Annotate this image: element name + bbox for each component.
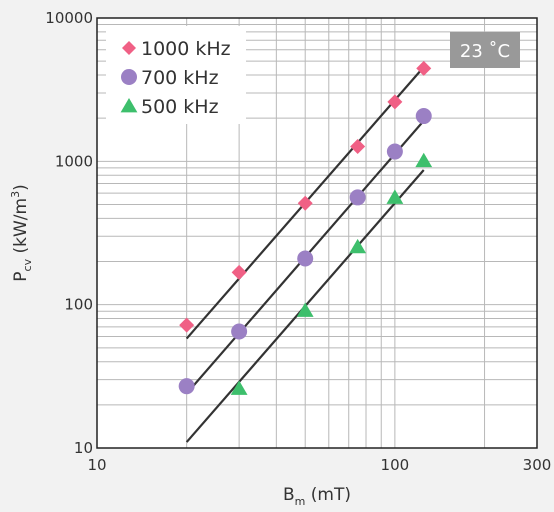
x-tick-label: 300: [523, 456, 552, 474]
y-axis-label-main: P: [11, 271, 31, 281]
plot-frame: [96, 17, 538, 449]
legend-marker-500-khz: [120, 98, 138, 113]
y-axis-label-post: ): [11, 184, 31, 191]
tick-labels: 10 100 300 10 100 1000 10000: [45, 9, 551, 474]
x-axis-label-main: B: [283, 485, 295, 505]
data-point-500-khz: [386, 189, 404, 204]
legend: 1000 kHz 700 kHz 500 kHz: [106, 26, 246, 124]
temperature-label: 23 ˚C: [460, 41, 510, 62]
data-point-500-khz: [230, 380, 248, 395]
grid: [97, 18, 537, 448]
x-tick-label: 100: [381, 456, 410, 474]
legend-marker-700-khz: [121, 69, 137, 85]
data-point-700-khz: [415, 108, 432, 125]
y-axis-label: Pcv (kW/m3): [9, 184, 34, 281]
y-tick-label: 10: [74, 439, 93, 457]
x-axis-label-suffix: (mT): [305, 485, 351, 505]
x-tick-label: 10: [87, 456, 106, 474]
data-point-500-khz: [296, 302, 314, 317]
temperature-badge: 23 ˚C: [450, 32, 520, 68]
y-tick-label: 1000: [55, 152, 93, 170]
data-point-500-khz: [415, 152, 433, 168]
y-axis-label-sub: cv: [21, 258, 34, 271]
data-point-700-khz: [386, 143, 403, 160]
data-point-700-khz: [349, 189, 366, 206]
data-point-1000-khz: [179, 317, 195, 333]
y-tick-label: 10000: [45, 9, 93, 27]
data-point-500-khz: [349, 238, 367, 254]
data-point-1000-khz: [231, 264, 247, 280]
legend-marker-1000-khz: [122, 41, 136, 55]
data-markers: [178, 60, 433, 395]
data-point-700-khz: [178, 378, 195, 395]
data-point-1000-khz: [350, 138, 366, 154]
y-tick-label: 100: [64, 296, 93, 314]
x-axis-label-sub: m: [295, 495, 306, 508]
temperature-badge-bg: [450, 32, 520, 68]
legend-items: 1000 kHz 700 kHz 500 kHz: [120, 38, 231, 118]
x-axis-label: Bm (mT): [283, 485, 351, 508]
y-axis-label-pre: (kW/m: [11, 198, 31, 259]
legend-label-500-khz: 500 kHz: [141, 96, 219, 118]
legend-label-700-khz: 700 kHz: [141, 67, 219, 89]
data-point-700-khz: [297, 250, 314, 267]
data-point-700-khz: [231, 323, 248, 340]
data-point-1000-khz: [416, 60, 432, 76]
data-point-1000-khz: [387, 94, 403, 110]
data-point-1000-khz: [297, 195, 313, 211]
y-axis-label-sup: 3: [9, 191, 22, 198]
legend-label-1000-khz: 1000 kHz: [141, 38, 231, 60]
